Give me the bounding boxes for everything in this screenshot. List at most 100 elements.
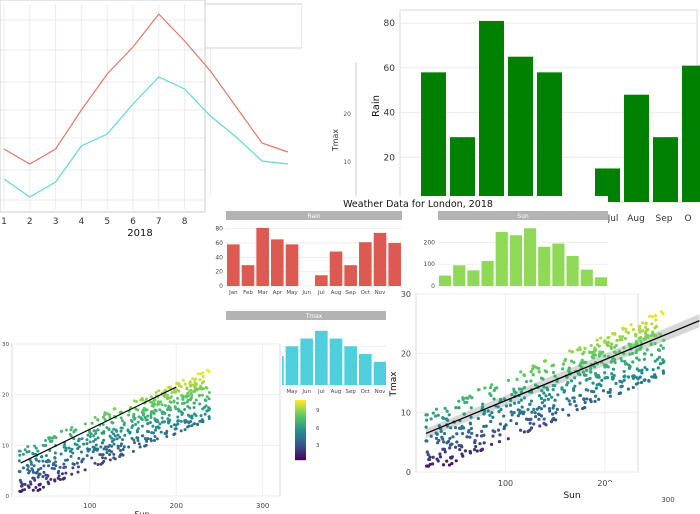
scatter-point [70, 447, 74, 451]
scatter-point [562, 389, 567, 393]
scatter-point [112, 442, 116, 446]
colorbar-band [295, 457, 306, 459]
scatter-point [649, 342, 653, 346]
scatter-point [33, 444, 37, 448]
scatter-point [119, 452, 123, 456]
scatter-point [613, 360, 617, 365]
y-tick-label: 10 [2, 443, 9, 449]
scatter-point [448, 443, 452, 447]
scatter-point [551, 387, 555, 392]
scatter-point [108, 458, 112, 462]
y-tick-label: 30 [401, 290, 411, 299]
scatter-point [189, 388, 193, 392]
scatter-point [86, 449, 90, 453]
scatter-point [455, 432, 459, 436]
scatter-point [187, 424, 191, 428]
scatter-point [541, 377, 545, 381]
scatter-point [201, 387, 205, 391]
scatter-point [112, 432, 116, 436]
scatter-point [618, 335, 622, 339]
scatter-point [448, 436, 452, 441]
scatter-point [18, 478, 22, 482]
facet-strip-label: Rain [307, 213, 320, 220]
scatter-point [624, 327, 628, 331]
scatter-point [51, 436, 55, 440]
scatter-point [70, 472, 74, 476]
colorbar-band [295, 452, 306, 454]
scatter-point [118, 410, 122, 414]
scatter-point [424, 439, 428, 443]
scatter-point [584, 368, 589, 372]
scatter-point [27, 449, 31, 453]
scatter-point [465, 435, 469, 439]
scatter-point [489, 419, 493, 424]
scatter-point [468, 422, 473, 426]
bar-Sun-Oct [566, 255, 579, 286]
scatter-point [200, 393, 204, 397]
scatter-point [522, 430, 527, 434]
scatter-point [496, 405, 500, 409]
scatter-point [179, 385, 183, 389]
scatter-point [445, 441, 449, 445]
plot-border [0, 0, 206, 213]
scatter-point [132, 414, 136, 418]
bar-Rain-Dec [388, 242, 401, 286]
scatter-point [638, 375, 642, 379]
scatter-point [537, 394, 542, 398]
scatter-point [606, 340, 611, 344]
scatter-point [34, 471, 38, 475]
scatter-point [561, 367, 565, 371]
scatter-point [110, 430, 114, 434]
scatter-point [642, 378, 646, 382]
scatter-point [167, 413, 171, 417]
scatter-point [550, 364, 554, 368]
scatter-point [506, 378, 511, 382]
scatter-point [207, 397, 211, 401]
scatter-point [34, 446, 38, 450]
scatter-point [567, 368, 571, 372]
scatter-point [631, 385, 635, 390]
scatter-point [657, 355, 662, 359]
scatter-point [560, 386, 564, 390]
scatter-point [651, 368, 655, 372]
scatter-point [47, 459, 51, 463]
x-tick-label: 6 [130, 217, 136, 227]
scatter-point [475, 433, 479, 438]
scatter-point [75, 461, 79, 465]
rain-bar-May [537, 72, 562, 203]
scatter-point [584, 373, 588, 377]
scatter-point [643, 365, 647, 370]
scatter-point [620, 384, 624, 388]
scatter-point [196, 372, 200, 376]
scatter-point [469, 406, 473, 410]
scatter-point [181, 411, 185, 415]
scatter-point [653, 341, 657, 346]
scatter-point [555, 407, 559, 411]
colorbar-band [295, 448, 306, 450]
scatter-point [77, 438, 81, 442]
scatter-point [103, 418, 107, 422]
scatter-point [153, 434, 157, 438]
bar-Sun-Feb [453, 265, 466, 286]
scatter-point [550, 412, 555, 416]
scatter-point [49, 477, 53, 481]
scatter-point [633, 332, 638, 336]
scatter-point [482, 412, 486, 416]
scatter-point [169, 408, 173, 412]
scatter-point [642, 357, 647, 361]
trend-line [20, 386, 177, 464]
scatter-point [645, 348, 649, 352]
scatter-point [589, 400, 593, 404]
scatter-point [188, 380, 192, 384]
y-tick-label: 60 [384, 64, 396, 74]
scatter-point [591, 381, 595, 385]
scatter-point [435, 457, 439, 461]
scatter-point [588, 367, 593, 371]
scatter-point [165, 429, 169, 433]
scatter-point [437, 424, 441, 428]
scatter-point [96, 463, 100, 467]
scatter-point [133, 441, 137, 445]
scatter-point [32, 464, 36, 468]
x-tick-label: 200 [597, 479, 612, 488]
x-tick-label: 5 [104, 217, 110, 227]
